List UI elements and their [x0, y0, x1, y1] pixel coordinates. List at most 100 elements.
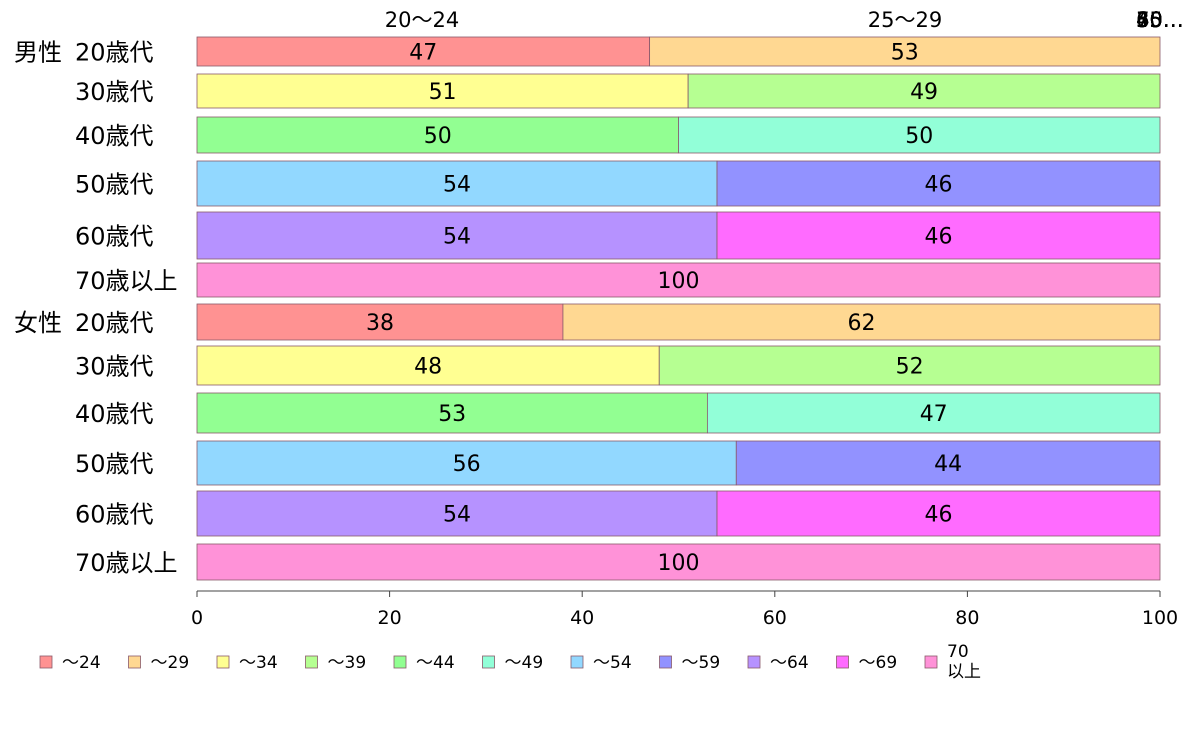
- top-axis-label: 25〜29: [868, 8, 942, 32]
- bar-value-label: 48: [414, 355, 442, 380]
- legend-label: 〜24: [62, 653, 101, 673]
- bar-segment: [196, 490, 718, 537]
- bar-value-label: 53: [438, 402, 466, 427]
- bar-value-label: 46: [925, 503, 953, 528]
- legend-swatch: [216, 655, 230, 669]
- legend-label: 〜44: [416, 653, 455, 673]
- legend-swatch: [570, 655, 584, 669]
- bar-segment: [196, 392, 708, 434]
- bar-value-label: 50: [424, 124, 452, 149]
- legend-swatch: [659, 655, 672, 669]
- x-tick-label: 100: [1142, 607, 1178, 629]
- bar-value-label: 46: [925, 225, 953, 250]
- legend-label: 〜39: [328, 653, 367, 673]
- legend-swatch: [39, 655, 53, 669]
- legend-swatch: [128, 655, 141, 669]
- bar-segment: [687, 73, 1161, 109]
- legend: 〜24 〜29 〜34 〜39 〜44 〜49 〜54 〜59 〜64 〜69 70 以上: [39, 642, 981, 682]
- bar-value-label: 56: [453, 452, 481, 477]
- y-axis-labels: 20歳代 30歳代 40歳代 50歳代 60歳代 70歳以上 20歳代 30歳代 40歳代 50歳…: [14, 39, 178, 578]
- bar-value-label: 100: [658, 551, 700, 576]
- bar-value-label: 52: [896, 355, 924, 380]
- bar-value-label: 46: [925, 173, 953, 198]
- bar-value-label: 47: [409, 41, 437, 66]
- bar-value-label: 100: [658, 269, 700, 294]
- legend-label: 〜34: [239, 653, 278, 673]
- legend-swatch: [305, 655, 318, 669]
- group-label: 男性: [14, 39, 62, 67]
- x-tick-label: 0: [191, 607, 203, 629]
- legend-swatch: [482, 655, 495, 669]
- legend-label: 70 以上: [947, 642, 981, 682]
- legend-swatch: [747, 655, 761, 669]
- bar-segment: [196, 211, 718, 260]
- top-axis-label: 70…: [1136, 8, 1184, 32]
- bar-value-label: 47: [920, 402, 948, 427]
- bar-value-label: 54: [443, 503, 471, 528]
- bar-value-label: 38: [366, 311, 394, 336]
- category-label: 20歳代: [75, 39, 154, 67]
- x-tick-label: 40: [570, 607, 594, 629]
- category-label: 50歳代: [75, 450, 154, 478]
- bar-segment: [735, 440, 1161, 486]
- category-label: 70歳以上: [75, 267, 178, 295]
- bar-segment: [196, 36, 651, 67]
- category-label: 70歳以上: [75, 549, 178, 577]
- legend-label: 〜69: [859, 653, 898, 673]
- bar-segment: [196, 345, 660, 386]
- legend-label: 〜49: [505, 653, 544, 673]
- top-axis-label: 40…: [1136, 8, 1184, 32]
- legend-swatch: [924, 655, 938, 669]
- legend-swatch: [836, 655, 849, 669]
- legend-label: 〜54: [593, 653, 632, 673]
- bar-value-label: 62: [847, 311, 875, 336]
- bar-segment: [658, 345, 1161, 386]
- bar-segment: [196, 73, 689, 109]
- top-axis-label: 55…: [1136, 8, 1184, 32]
- top-axis-label: 30…: [1136, 8, 1184, 32]
- category-label: 60歳代: [75, 223, 154, 251]
- bar-value-label: 51: [429, 80, 457, 105]
- legend-label: 〜64: [770, 653, 809, 673]
- x-tick-label: 80: [955, 607, 979, 629]
- category-label: 20歳代: [75, 309, 154, 337]
- bar-value-label: 54: [443, 225, 471, 250]
- top-axis-label: 50…: [1136, 8, 1184, 32]
- bar-value-label: 49: [910, 80, 938, 105]
- bars-layer: 47 53 51 49 50 50 54 46 54 46 100 38 62 48 52 53 47 56 44 5…: [196, 36, 1161, 581]
- bar-segment: [196, 440, 737, 486]
- legend-label: 〜59: [682, 653, 721, 673]
- bar-segment: [196, 543, 1161, 581]
- bar-segment: [678, 116, 1161, 154]
- bar-value-label: 50: [905, 124, 933, 149]
- top-axis-label: 35…: [1136, 8, 1184, 32]
- group-label: 女性: [14, 309, 62, 337]
- legend-label: 〜29: [151, 653, 190, 673]
- top-axis-label: 60…: [1136, 8, 1184, 32]
- bar-segment: [706, 392, 1161, 434]
- top-axis-label: 20〜24: [385, 8, 459, 32]
- bar-value-label: 54: [443, 173, 471, 198]
- bar-segment: [196, 160, 718, 207]
- category-label: 30歳代: [75, 353, 154, 381]
- bar-value-label: 53: [891, 41, 919, 66]
- bar-segment: [562, 303, 1161, 341]
- bar-segment: [716, 490, 1161, 537]
- bar-segment: [196, 262, 1161, 298]
- top-axis-label: 45…: [1136, 8, 1184, 32]
- top-axis-labels: 20〜24 25〜29 30…35…40…45…50…55…60…65…70…: [385, 8, 1184, 32]
- x-tick-label: 20: [378, 607, 402, 629]
- x-axis: 0 20 40 60 80 100: [191, 590, 1178, 629]
- bar-segment: [716, 211, 1161, 260]
- bar-value-label: 44: [934, 452, 962, 477]
- category-label: 30歳代: [75, 78, 154, 106]
- category-label: 40歳代: [75, 400, 154, 428]
- bar-segment: [716, 160, 1161, 207]
- legend-swatch: [393, 655, 407, 669]
- x-tick-label: 60: [763, 607, 787, 629]
- category-label: 50歳代: [75, 171, 154, 199]
- top-axis-label: 65…: [1136, 8, 1184, 32]
- bar-segment: [649, 36, 1161, 67]
- category-label: 60歳代: [75, 501, 154, 529]
